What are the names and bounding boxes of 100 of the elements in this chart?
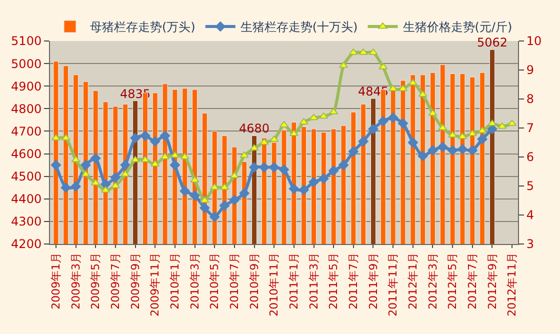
point [90, 153, 101, 164]
point [239, 188, 250, 198]
point [269, 162, 280, 172]
x-tick-label: 2010年7月 [228, 252, 241, 310]
y2-tick-label: 7 [526, 121, 534, 136]
point [130, 132, 140, 144]
y2-tick-label: 9 [526, 63, 534, 78]
x-tick-label: 2012年7月 [466, 252, 479, 310]
x-tick-label: 2011年5月 [327, 252, 340, 310]
point [278, 164, 290, 175]
x-tick-label: 2011年9月 [366, 252, 380, 310]
point [229, 194, 240, 206]
point [60, 182, 71, 193]
legend-label: 母猪栏存走势(万头) [90, 20, 196, 34]
point [230, 172, 239, 178]
point [160, 130, 170, 141]
y-tick-label: 4800 [11, 102, 42, 116]
x-tick-label: 2010年9月 [248, 252, 261, 310]
point [448, 145, 458, 156]
y-tick-label: 4600 [11, 146, 42, 161]
point [120, 160, 130, 170]
y-tick-label: 4400 [11, 192, 42, 206]
x-tick-label: 2011年7月 [346, 252, 360, 310]
y2-tick-label: 3 [526, 237, 534, 252]
y2-tick-label: 4 [526, 208, 534, 222]
point [210, 183, 220, 190]
point [259, 162, 270, 172]
point [70, 181, 81, 192]
x-tick-label: 2009年5月 [89, 252, 102, 310]
legend-label: 生猪栏存走势(十万头) [240, 20, 358, 34]
point [71, 156, 80, 162]
point [180, 186, 190, 196]
point [289, 130, 298, 136]
point [220, 183, 230, 190]
y2-tick-label: 10 [526, 34, 542, 48]
x-tick-label: 2010年3月 [188, 252, 202, 310]
point [200, 202, 210, 213]
data-label: 4680 [238, 122, 270, 136]
point [477, 134, 488, 144]
point [308, 176, 319, 188]
point [110, 172, 120, 183]
x-tick-label: 2012年3月 [426, 252, 440, 310]
x-tick-label: 2009年11月 [148, 252, 162, 316]
point [408, 137, 418, 148]
point [467, 145, 478, 156]
point [170, 160, 180, 170]
data-label: 5062 [476, 36, 508, 50]
y-tick-label: 4200 [11, 237, 42, 252]
x-tick-label: 2010年11月 [268, 252, 281, 316]
point [120, 170, 130, 177]
point [249, 162, 260, 172]
point [319, 112, 328, 119]
point [398, 118, 408, 128]
x-tick-label: 2011年3月 [307, 252, 320, 310]
point [328, 166, 339, 176]
x-tick-label: 2012年11月 [506, 252, 519, 316]
x-tick-label: 2010年5月 [208, 252, 222, 310]
point [388, 84, 398, 92]
y-tick-label: 5100 [11, 34, 42, 48]
point [50, 160, 61, 170]
x-tick-label: 2011年11月 [386, 252, 400, 316]
point [338, 160, 349, 170]
point [140, 130, 150, 141]
point [378, 116, 388, 126]
point [438, 142, 448, 152]
point [100, 179, 111, 190]
point [81, 170, 90, 177]
point [318, 174, 329, 184]
y-tick-label: 4900 [11, 79, 42, 94]
point [250, 144, 259, 151]
point [428, 145, 438, 156]
x-tick-label: 2009年7月 [109, 252, 122, 310]
point [150, 136, 160, 146]
point [210, 212, 220, 222]
y-tick-label: 4700 [11, 124, 42, 138]
x-tick-label: 2012年5月 [446, 252, 460, 310]
point [418, 150, 428, 162]
point [130, 156, 140, 162]
x-tick-label: 2009年9月 [128, 252, 142, 310]
point [190, 190, 200, 201]
point [80, 160, 91, 170]
point [358, 136, 368, 146]
legend-label: 生猪价格走势(元/斤) [402, 20, 512, 34]
point [298, 184, 309, 195]
point [100, 186, 110, 193]
point [219, 200, 230, 211]
x-tick-label: 2012年1月 [406, 252, 420, 310]
y2-tick-label: 6 [526, 150, 534, 164]
x-tick-label: 2010年1月 [168, 252, 182, 310]
y-tick-label: 5000 [11, 56, 42, 71]
point [457, 144, 468, 154]
y2-tick-label: 5 [526, 179, 534, 194]
point [368, 124, 378, 134]
point [348, 146, 358, 157]
x-tick-label: 2011年1月 [287, 252, 300, 310]
x-tick-label: 2009年1月 [50, 252, 63, 310]
x-tick-label: 2009年3月 [69, 252, 82, 310]
point [398, 84, 408, 92]
point [388, 112, 398, 123]
point [288, 184, 299, 194]
